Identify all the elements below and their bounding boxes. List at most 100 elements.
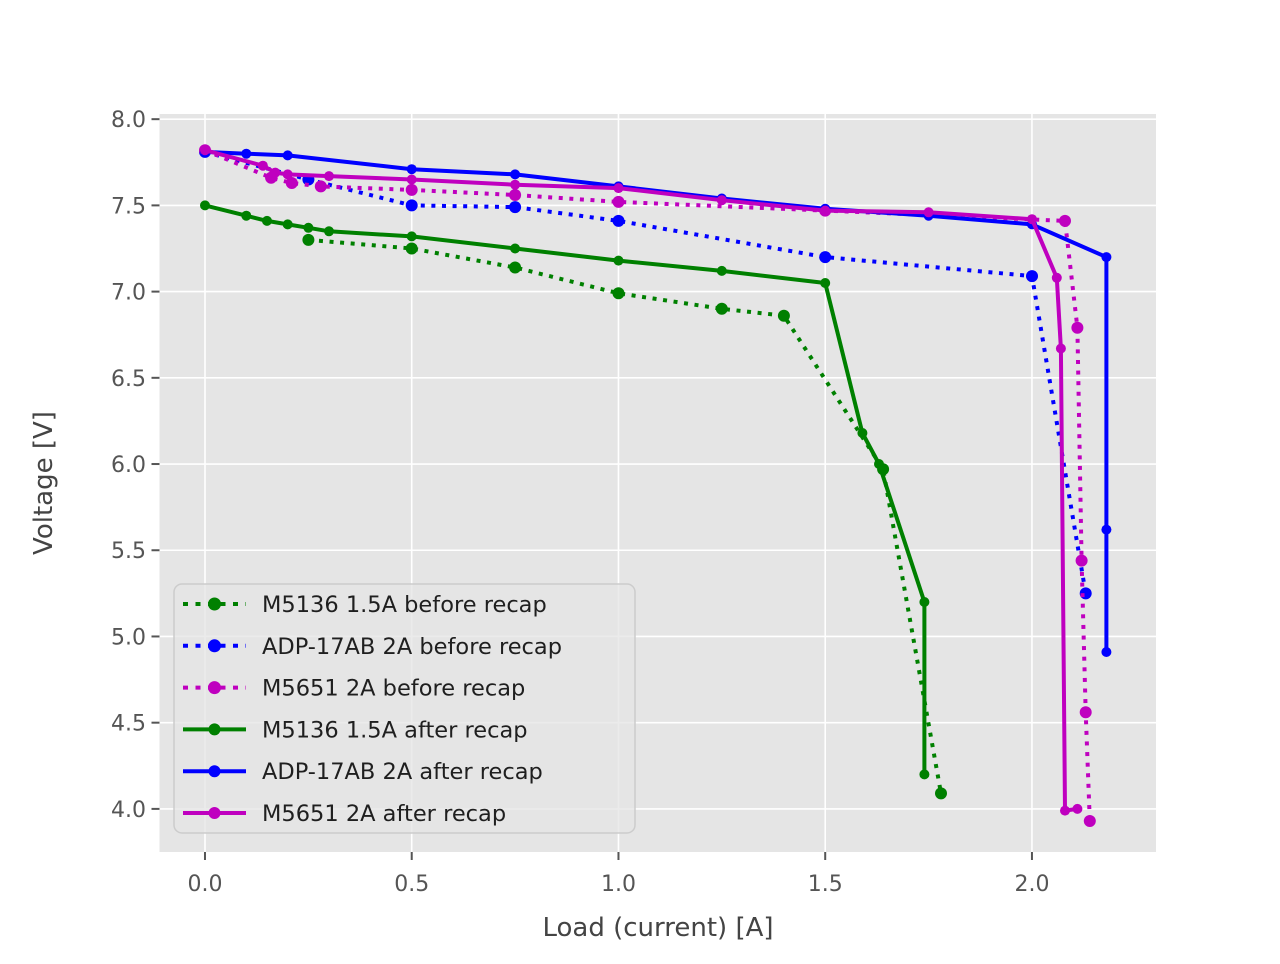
data-point-marker [262,215,272,226]
data-point-marker [715,302,728,315]
data-point-marker [509,189,522,201]
data-point-marker [1072,803,1083,814]
y-tick-label: 6.0 [111,453,146,478]
data-point-marker [919,597,930,607]
legend-item-m5136-1-5a-after-recap: M5136 1.5A after recap [183,717,528,743]
x-tick-label: 0.0 [187,872,222,897]
x-axis-label: Load (current) [A] [542,913,773,943]
legend-label: ADP-17AB 2A before recap [262,634,562,660]
y-tick-label: 5.0 [111,625,146,650]
x-tick-label: 0.5 [394,872,429,897]
data-point-marker [406,174,417,185]
data-point-marker [1101,252,1112,263]
legend-item-m5651-2a-after-recap: M5651 2A after recap [183,801,506,827]
data-point-marker [1075,554,1088,567]
legend-item-m5136-1-5a-before-recap: M5136 1.5A before recap [183,592,547,618]
data-point-marker [510,243,521,254]
data-point-marker [282,219,293,230]
data-point-marker [874,459,884,469]
data-point-marker [1101,647,1112,657]
data-point-marker [302,233,315,246]
legend-label: M5651 2A before recap [262,676,525,702]
data-point-marker [324,226,334,237]
data-point-marker [405,183,418,196]
data-point-marker [1060,805,1070,816]
legend-label: M5136 1.5A after recap [262,717,528,743]
data-point-marker [510,179,521,190]
data-point-marker [613,183,624,194]
y-tick-label: 5.5 [111,539,146,564]
y-tick-label: 4.5 [111,712,146,737]
data-point-marker [241,210,252,221]
data-point-marker [510,169,521,180]
data-point-marker [935,787,947,800]
x-tick-label: 1.5 [808,872,843,897]
data-point-marker [1026,270,1038,283]
data-point-marker [509,201,522,214]
legend-label: ADP-17AB 2A after recap [262,759,543,785]
series-m5136-1-5a-after-recap [200,200,930,780]
data-point-marker [270,167,281,178]
series-m5136-1-5a-before-recap [302,233,947,800]
x-tick-label: 2.0 [1014,872,1049,897]
data-point-marker [716,195,727,206]
data-point-marker [282,169,293,180]
data-point-marker [200,145,210,156]
data-point-marker [820,205,831,216]
legend-sample-marker [208,765,221,778]
data-point-marker [612,195,625,208]
x-tick-label: 1.0 [601,872,636,897]
data-point-marker [1051,272,1062,283]
data-point-marker [1079,706,1092,719]
data-point-marker [1101,524,1112,535]
y-tick-label: 7.5 [111,194,146,219]
series-m5651-2a-after-recap [200,145,1083,816]
data-point-marker [612,287,625,300]
data-point-marker [613,255,624,266]
legend-sample-marker [208,681,221,695]
data-point-marker [324,171,334,182]
data-point-marker [857,428,868,438]
data-point-marker [200,200,210,211]
data-point-marker [406,231,417,242]
y-tick-label: 7.0 [111,281,146,306]
data-point-marker [241,148,252,159]
data-point-marker [405,242,418,255]
data-point-marker [819,251,832,264]
series-line [204,148,1078,813]
legend-box [173,583,636,834]
legend-item-adp-17ab-2a-before-recap: ADP-17AB 2A before recap [183,634,562,660]
legend-sample-marker [208,597,221,611]
legend-label: M5651 2A after recap [262,801,506,827]
legend-label: M5136 1.5A before recap [262,592,547,618]
data-point-marker [612,214,625,227]
data-point-marker [1055,343,1066,354]
data-point-marker [919,769,930,780]
data-point-marker [1059,214,1071,227]
data-point-marker [314,180,327,193]
legend-sample-marker [208,639,221,653]
legend-sample-marker [208,807,221,819]
data-point-marker [282,150,293,161]
y-axis-label: Voltage [V] [29,411,59,555]
y-tick-label: 4.0 [111,798,146,823]
data-point-marker [303,222,314,233]
data-point-marker [923,207,934,218]
data-point-marker [405,199,418,212]
data-point-marker [509,261,522,274]
data-point-marker [820,278,831,288]
data-point-marker [777,309,790,322]
y-tick-label: 8.0 [111,108,146,133]
data-point-marker [1071,321,1084,334]
y-tick-label: 6.5 [111,367,146,392]
legend-sample-marker [208,723,221,736]
data-point-marker [1027,214,1037,225]
data-point-marker [406,164,417,175]
legend-item-adp-17ab-2a-after-recap: ADP-17AB 2A after recap [183,759,543,785]
legend-item-m5651-2a-before-recap: M5651 2A before recap [183,676,525,702]
data-point-marker [285,177,298,189]
data-point-marker [257,160,268,171]
data-point-marker [1083,815,1096,827]
